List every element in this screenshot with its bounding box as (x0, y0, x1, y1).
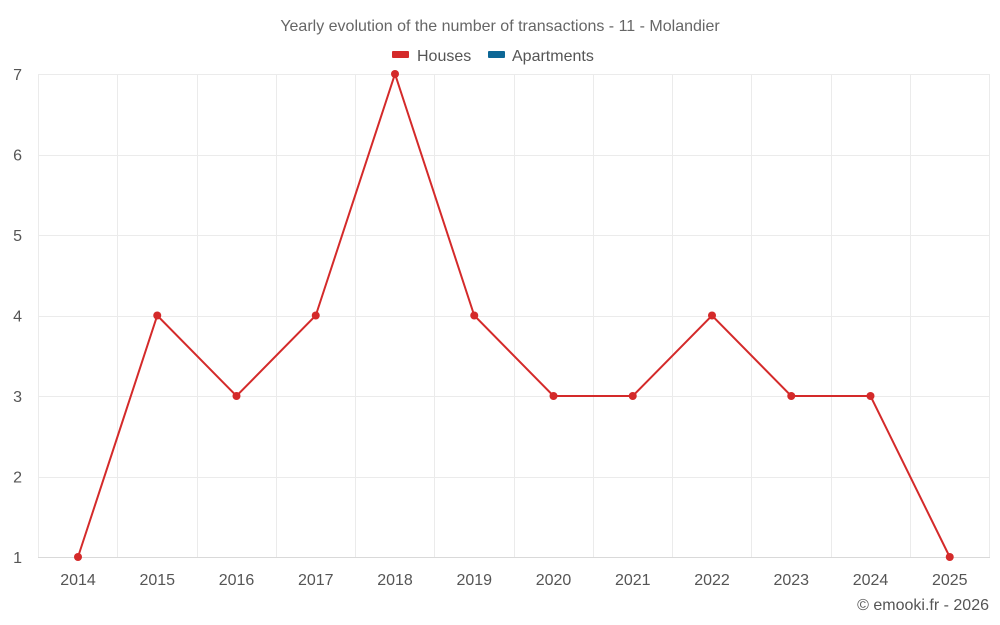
data-point-houses-2022[interactable] (708, 311, 716, 320)
y-tick-label: 1 (13, 550, 22, 567)
y-axis-tick-labels: 1 2 3 4 5 6 7 (13, 67, 22, 567)
data-point-houses-2016[interactable] (232, 392, 241, 400)
legend-swatch-houses (392, 51, 409, 58)
x-tick-label: 2014 (60, 572, 96, 589)
chart-title: Yearly evolution of the number of transa… (280, 18, 720, 35)
data-point-houses-2025[interactable] (945, 553, 954, 561)
x-tick-label: 2024 (853, 572, 889, 589)
data-point-houses-2023[interactable] (787, 392, 796, 400)
data-point-houses-2015[interactable] (153, 311, 162, 320)
legend-label-apartments: Apartments (512, 48, 594, 65)
y-tick-label: 4 (13, 309, 22, 326)
y-tick-label: 5 (13, 228, 22, 245)
data-point-houses-2017[interactable] (311, 311, 320, 320)
y-tick-label: 3 (13, 389, 22, 406)
x-tick-label: 2022 (694, 572, 730, 589)
x-tick-label: 2016 (219, 572, 255, 589)
legend-item-houses[interactable]: Houses (392, 48, 471, 65)
x-tick-label: 2019 (456, 572, 492, 589)
y-tick-label: 2 (13, 470, 22, 487)
x-tick-label: 2025 (932, 572, 968, 589)
data-point-houses-2018[interactable] (391, 70, 399, 78)
data-point-houses-2014[interactable] (74, 553, 82, 561)
x-tick-label: 2015 (139, 572, 175, 589)
series-line-houses (77, 70, 951, 558)
x-tick-label: 2017 (298, 572, 334, 589)
legend-swatch-apartments (488, 51, 505, 58)
vertical-gridlines (38, 74, 990, 557)
legend-label-houses: Houses (417, 48, 471, 65)
y-tick-label: 6 (13, 148, 22, 165)
y-tick-label: 7 (13, 67, 22, 84)
credit-text: © emooki.fr - 2026 (857, 597, 989, 614)
x-tick-label: 2018 (377, 572, 413, 589)
x-axis-tick-labels: 2014 2015 2016 2017 2018 2019 2020 2021 2022 2023… (60, 572, 967, 589)
data-point-houses-2020[interactable] (549, 392, 558, 400)
x-tick-label: 2020 (536, 572, 572, 589)
data-point-houses-2019[interactable] (470, 311, 479, 320)
data-point-houses-2021[interactable] (628, 392, 637, 400)
x-tick-label: 2023 (773, 572, 809, 589)
series-layer (74, 70, 954, 561)
legend: Houses Apartments (392, 48, 594, 65)
legend-item-apartments[interactable]: Apartments (488, 48, 594, 65)
x-tick-label: 2021 (615, 572, 651, 589)
data-point-houses-2024[interactable] (866, 392, 875, 400)
